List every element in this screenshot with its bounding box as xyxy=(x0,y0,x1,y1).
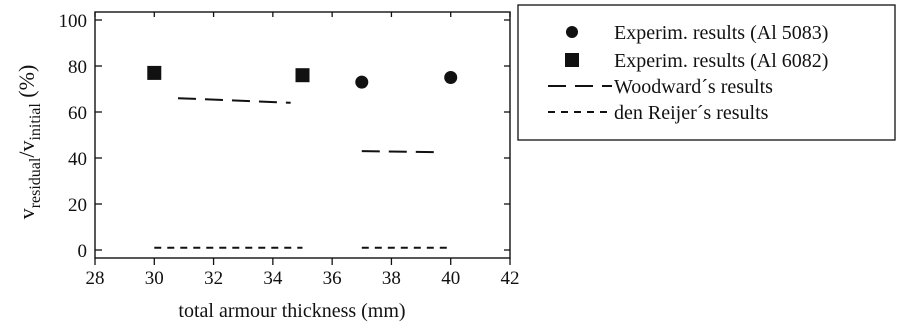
x-tick-label: 38 xyxy=(382,268,401,289)
y-tick-label: 40 xyxy=(68,149,87,170)
data-point-al5083 xyxy=(444,71,458,84)
axes: 28 30 32 34 36 38 40 42 0 20 40 60 80 100 xyxy=(59,11,520,289)
data-point-al6082 xyxy=(295,68,310,83)
x-tick-label: 28 xyxy=(86,268,105,289)
data-point-al5083 xyxy=(355,75,369,89)
x-axis-title: total armour thickness (mm) xyxy=(178,300,405,322)
legend-symbol-square xyxy=(565,53,579,67)
legend-label: Experim. results (Al 5083) xyxy=(614,22,828,44)
y-axis-title-part: (%) xyxy=(14,65,39,103)
y-tick-label: 20 xyxy=(68,195,87,216)
x-tick-label: 30 xyxy=(145,268,164,289)
legend-label: Woodward´s results xyxy=(614,76,773,98)
y-axis-title: vresidual/vinitial (%) xyxy=(14,65,44,220)
data-point-al6082 xyxy=(147,65,162,80)
woodward-segment xyxy=(361,150,439,154)
woodward-segment xyxy=(177,97,291,104)
y-tick-label: 0 xyxy=(78,241,88,262)
y-axis-title-part: initial xyxy=(27,103,44,141)
plot-area xyxy=(147,65,458,249)
x-tick-label: 36 xyxy=(323,268,342,289)
x-tick-label: 34 xyxy=(263,268,283,289)
y-axis-title-part: v xyxy=(14,208,39,219)
y-axis-title-part: residual xyxy=(27,157,44,208)
legend-label: den Reijer´s results xyxy=(614,102,769,124)
x-tick-label: 42 xyxy=(501,268,520,289)
y-tick-label: 60 xyxy=(68,103,87,124)
plot-frame xyxy=(94,11,511,259)
x-tick-label: 32 xyxy=(204,268,223,289)
y-tick-label: 100 xyxy=(59,11,88,32)
y-axis-title-part: /v xyxy=(14,141,39,158)
x-tick-label: 40 xyxy=(441,268,460,289)
legend-box xyxy=(517,4,896,141)
legend-label: Experim. results (Al 6082) xyxy=(614,50,828,72)
legend-symbol-circle xyxy=(566,26,578,38)
legend: Experim. results (Al 5083) Experim. resul… xyxy=(517,4,896,141)
y-tick-label: 80 xyxy=(68,57,87,78)
